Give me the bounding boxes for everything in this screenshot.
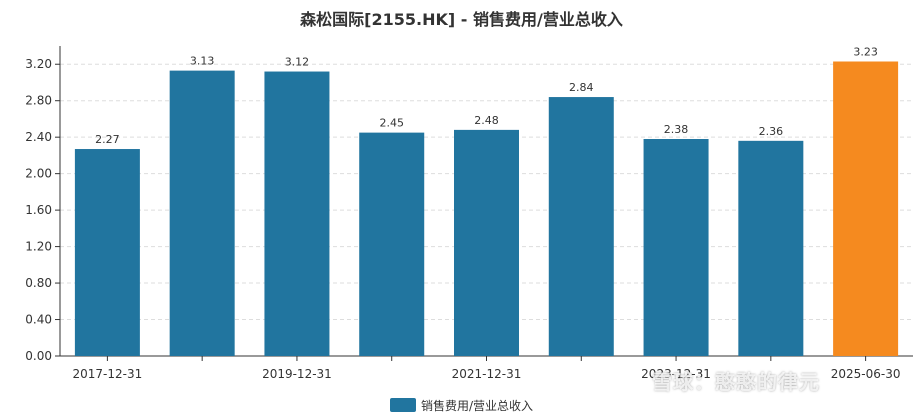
x-tick-label: 2019-12-31 [262,367,332,381]
y-tick-label: 0.40 [25,313,52,327]
data-label: 2.45 [379,117,404,130]
bar-2022-12-31[interactable] [548,97,614,356]
x-tick-label: 2025-06-30 [831,367,901,381]
legend[interactable]: 销售费用/营业总收入 [0,396,923,414]
bar-2024-12-31[interactable] [738,140,804,356]
data-label: 2.27 [95,133,120,146]
legend-swatch [389,398,416,412]
y-tick-label: 0.80 [25,276,52,290]
watermark: 雪球：憨憨的律元 [652,370,820,394]
y-tick-label: 2.00 [25,167,52,181]
bar-2019-12-31[interactable] [264,71,330,356]
y-tick-label: 1.60 [25,203,52,217]
bar-2021-12-31[interactable] [454,129,519,356]
x-tick-label: 2017-12-31 [73,367,143,381]
x-tick-label: 2021-12-31 [452,367,522,381]
y-tick-label: 3.20 [25,57,52,71]
x-tick-label: 2023-12-31 [641,367,711,381]
bar-2023-12-31[interactable] [643,139,709,356]
bar-2017-12-31[interactable] [74,149,140,356]
data-label: 3.12 [285,56,310,69]
bar-2018-12-31[interactable] [169,70,235,356]
bar-2020-12-31[interactable] [359,132,425,356]
chart-title: 森松国际[2155.HK] - 销售费用/营业总收入 [300,10,623,29]
data-label: 3.23 [853,46,878,59]
y-tick-label: 0.00 [25,349,52,363]
data-label: 2.48 [474,114,499,127]
data-label: 3.13 [190,55,215,68]
y-tick-label: 2.40 [25,130,52,144]
legend-label: 销售费用/营业总收入 [420,398,534,413]
y-tick-label: 1.20 [25,240,52,254]
bar-2025-06-30[interactable] [833,61,899,357]
data-label: 2.38 [664,123,689,136]
y-tick-label: 2.80 [25,94,52,108]
data-label: 2.36 [759,125,784,138]
data-label: 2.84 [569,81,594,94]
